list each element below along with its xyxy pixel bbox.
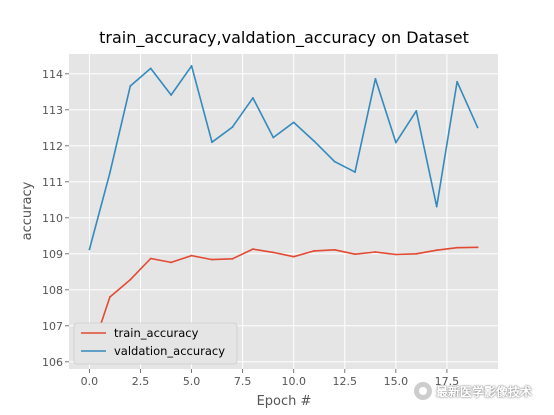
x-tick-label: 10.0 [281, 375, 306, 388]
data-point-train-accuracy [251, 248, 254, 251]
watermark-text: 最新医学影像技术 [436, 384, 533, 399]
data-point-valdation-accuracy [354, 171, 356, 173]
data-point-valdation-accuracy [456, 80, 459, 83]
data-point-train-accuracy [333, 248, 336, 251]
data-point-train-accuracy [394, 253, 397, 256]
data-point-valdation-accuracy [129, 85, 132, 87]
data-point-valdation-accuracy [415, 109, 418, 112]
data-point-valdation-accuracy [211, 141, 213, 144]
data-point-train-accuracy [190, 254, 193, 257]
y-tick-label: 114 [42, 68, 63, 81]
x-tick-label: 2.5 [132, 375, 150, 388]
y-tick-label: 112 [42, 140, 63, 153]
y-tick-label: 108 [42, 284, 63, 297]
data-point-valdation-accuracy [231, 126, 234, 128]
grid [69, 54, 498, 369]
data-point-valdation-accuracy [149, 67, 152, 70]
y-tick-label: 111 [42, 176, 63, 189]
data-point-train-accuracy [231, 257, 234, 260]
data-point-train-accuracy [292, 255, 295, 258]
x-tick-label: 15.0 [384, 375, 409, 388]
data-point-valdation-accuracy [88, 248, 91, 251]
wechat-icon [414, 382, 432, 400]
y-tick-label: 110 [42, 212, 63, 225]
x-tick-label: 17.5 [435, 375, 460, 388]
series-line-valdation-accuracy [88, 65, 479, 250]
data-point-train-accuracy [149, 257, 152, 260]
data-point-valdation-accuracy [394, 141, 397, 144]
data-point-valdation-accuracy [476, 126, 479, 129]
data-point-train-accuracy [129, 278, 132, 281]
legend-label-train-accuracy: train_accuracy [114, 326, 199, 340]
y-tick-label: 113 [42, 104, 63, 117]
y-tick-label: 107 [42, 320, 63, 333]
data-point-valdation-accuracy [170, 94, 173, 96]
data-point-valdation-accuracy [333, 160, 336, 163]
data-point-valdation-accuracy [313, 140, 316, 143]
data-point-train-accuracy [313, 250, 316, 252]
data-point-valdation-accuracy [435, 205, 438, 208]
chart-title: train_accuracy,valdation_accuracy on Dat… [99, 28, 469, 48]
x-tick-label: 7.5 [234, 375, 252, 388]
data-point-train-accuracy [170, 261, 173, 264]
data-point-valdation-accuracy [292, 121, 295, 124]
data-point-train-accuracy [476, 246, 479, 249]
data-point-train-accuracy [415, 252, 418, 255]
legend-box [73, 322, 238, 365]
data-point-train-accuracy [456, 246, 459, 249]
watermark: 最新医学影像技术 [414, 380, 532, 402]
plot-background [69, 54, 498, 369]
legend: train_accuracy valdation_accuracy [73, 322, 238, 365]
series [88, 64, 479, 360]
y-tick-label: 109 [42, 248, 63, 261]
data-point-valdation-accuracy [108, 171, 111, 174]
x-tick-label: 0.0 [81, 375, 99, 388]
data-point-train-accuracy [272, 251, 275, 254]
x-tick-label: 5.0 [183, 375, 201, 388]
data-point-train-accuracy [354, 253, 356, 256]
series-line-train-accuracy [88, 246, 478, 359]
data-point-valdation-accuracy [190, 64, 193, 67]
data-point-train-accuracy [211, 258, 213, 261]
x-tick-label: 12.5 [333, 375, 358, 388]
y-axis-label: accuracy [20, 181, 35, 240]
data-point-valdation-accuracy [272, 136, 275, 139]
data-point-valdation-accuracy [374, 77, 377, 80]
data-point-train-accuracy [374, 251, 377, 253]
ticks: 0.0 2.5 5.0 7.5 10.0 12.5 15.0 17.5 106 107 108 109… [42, 68, 459, 388]
x-axis-label: Epoch # [257, 394, 312, 409]
data-point-valdation-accuracy [251, 97, 254, 99]
legend-label-valdation-accuracy: valdation_accuracy [114, 344, 225, 358]
data-point-train-accuracy [108, 296, 111, 298]
data-point-train-accuracy [435, 249, 438, 252]
y-tick-label: 106 [42, 356, 63, 369]
